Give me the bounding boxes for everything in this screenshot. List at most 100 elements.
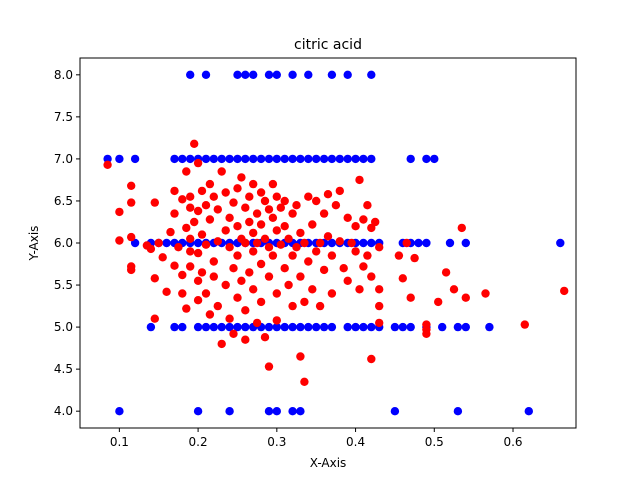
scatter-point-s1-14 (158, 253, 167, 262)
scatter-point-s1-161 (402, 238, 411, 248)
scatter-point-s1-153 (367, 354, 376, 364)
scatter-point-s1-155 (375, 243, 384, 252)
scatter-point-s1-107 (280, 222, 289, 231)
scatter-point-s0-98 (296, 322, 305, 332)
scatter-point-s1-147 (359, 215, 368, 224)
scatter-point-s0-78 (422, 238, 431, 248)
y-tick-label: 5.5 (54, 278, 73, 292)
scatter-point-s1-163 (410, 253, 419, 263)
scatter-point-s0-82 (146, 322, 156, 332)
scatter-point-s1-15 (162, 287, 171, 296)
scatter-point-s1-43 (201, 240, 211, 249)
scatter-point-s1-148 (359, 262, 368, 271)
scatter-point-s1-3 (127, 181, 136, 190)
scatter-point-s1-78 (245, 268, 254, 277)
scatter-point-s1-30 (186, 247, 195, 256)
scatter-point-s1-118 (296, 352, 305, 361)
scatter-point-s1-140 (343, 213, 352, 222)
scatter-point-s1-92 (260, 333, 270, 342)
scatter-point-s1-28 (186, 203, 195, 212)
scatter-point-s1-110 (284, 280, 293, 290)
scatter-point-s1-36 (193, 248, 203, 258)
scatter-point-s0-17 (186, 154, 195, 164)
y-tick-label: 6.5 (54, 194, 73, 208)
scatter-point-s0-2 (233, 70, 242, 80)
scatter-point-s1-31 (186, 262, 195, 271)
scatter-point-s0-33 (312, 154, 321, 164)
scatter-point-s1-112 (288, 251, 297, 260)
scatter-point-s0-0 (186, 70, 195, 80)
scatter-point-s1-18 (170, 209, 179, 218)
scatter-point-s0-108 (390, 322, 400, 332)
scatter-point-s1-89 (256, 297, 266, 307)
scatter-point-s1-35 (193, 206, 203, 216)
scatter-point-s0-102 (327, 322, 337, 332)
scatter-point-s1-25 (182, 223, 191, 233)
scatter-point-s0-15 (170, 154, 179, 164)
scatter-point-s0-85 (193, 322, 203, 332)
scatter-point-s0-16 (178, 154, 187, 164)
scatter-point-s1-151 (367, 223, 376, 233)
y-tick-label: 6.0 (54, 236, 73, 250)
scatter-point-s1-87 (256, 220, 266, 229)
y-axis-label: Y-Axis (27, 226, 41, 262)
scatter-point-s0-24 (241, 154, 250, 164)
scatter-point-s0-40 (367, 154, 376, 164)
scatter-point-s1-168 (441, 268, 451, 277)
scatter-point-s0-9 (327, 70, 337, 80)
scatter-point-s0-125 (524, 407, 533, 416)
scatter-point-s1-39 (197, 186, 207, 196)
scatter-point-s1-162 (406, 293, 415, 302)
scatter-point-s0-110 (406, 322, 415, 332)
scatter-point-s1-91 (260, 234, 270, 243)
scatter-point-s1-139 (339, 264, 348, 273)
scatter-point-s0-90 (233, 322, 242, 332)
scatter-point-s0-23 (233, 154, 242, 164)
scatter-point-s1-19 (170, 261, 179, 270)
scatter-point-s0-100 (312, 322, 321, 332)
scatter-point-s1-135 (327, 289, 337, 298)
scatter-point-s1-97 (268, 179, 278, 189)
scatter-point-s1-99 (268, 251, 278, 260)
scatter-point-s0-38 (351, 154, 360, 164)
scatter-point-s1-76 (245, 192, 254, 201)
scatter-point-s1-72 (241, 203, 250, 212)
scatter-point-s1-102 (272, 289, 281, 298)
scatter-point-s0-97 (288, 322, 297, 332)
x-axis-ticks: 0.1 0.2 0.3 0.4 0.5 0.6 (110, 428, 523, 449)
scatter-point-s1-24 (182, 167, 191, 176)
scatter-point-s1-48 (209, 192, 218, 201)
scatter-point-s1-86 (256, 188, 266, 197)
scatter-point-s1-51 (213, 205, 222, 214)
scatter-point-s1-157 (375, 301, 384, 311)
scatter-point-s0-79 (445, 238, 455, 248)
scatter-point-s0-43 (430, 154, 439, 164)
scatter-point-s1-50 (209, 272, 218, 281)
scatter-point-s1-65 (233, 184, 242, 193)
scatter-point-s0-112 (438, 322, 447, 332)
scatter-point-s0-115 (485, 322, 494, 332)
scatter-point-s0-91 (241, 322, 250, 332)
scatter-point-s0-94 (264, 322, 274, 332)
scatter-point-s0-80 (461, 238, 470, 248)
x-tick-label: 0.6 (503, 435, 522, 449)
scatter-point-s0-8 (304, 70, 313, 80)
scatter-point-s1-85 (252, 318, 262, 328)
scatter-point-s1-17 (170, 186, 179, 196)
scatter-point-s0-10 (343, 70, 352, 80)
scatter-point-s1-69 (237, 173, 246, 182)
chart-title: citric acid (294, 37, 362, 53)
scatter-point-s1-173 (520, 320, 529, 329)
scatter-point-s1-32 (190, 139, 199, 148)
scatter-point-s1-10 (150, 198, 159, 207)
scatter-point-s1-52 (213, 237, 222, 246)
scatter-point-s0-32 (304, 154, 313, 164)
scatter-point-s1-128 (315, 238, 325, 248)
scatter-point-s1-98 (268, 213, 278, 222)
scatter-point-s1-130 (319, 209, 329, 218)
scatter-point-s1-63 (229, 264, 238, 273)
scatter-point-s1-56 (221, 188, 230, 197)
scatter-point-s0-68 (327, 238, 337, 248)
scatter-point-s1-111 (288, 209, 297, 218)
